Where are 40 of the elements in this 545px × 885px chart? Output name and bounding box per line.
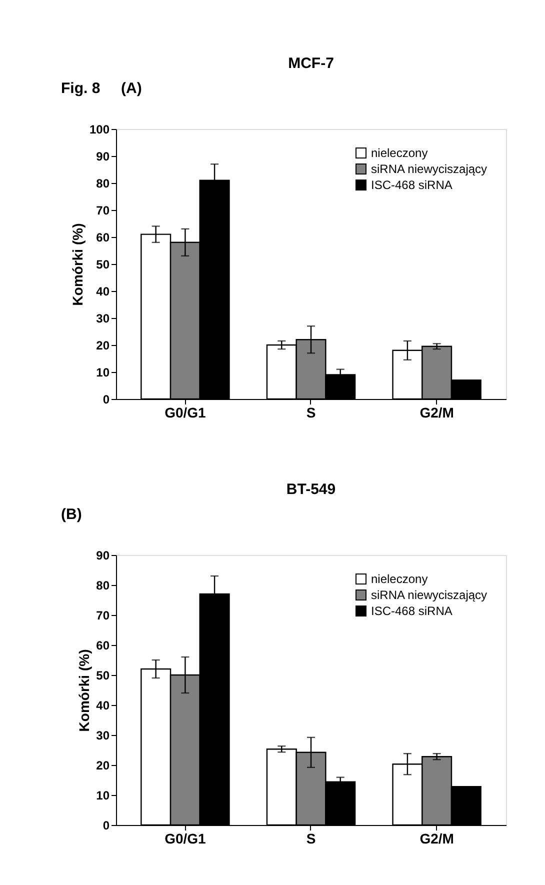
caption: Fig. 8 [61, 80, 100, 97]
y-tick-label: 90 [96, 150, 110, 164]
text: (A) [121, 80, 142, 97]
x-tick-label: G0/G1 [164, 404, 206, 420]
y-tick-label: 10 [96, 366, 110, 380]
y-tick-label: 30 [96, 312, 110, 326]
y-tick-label: 90 [96, 548, 110, 562]
y-tick-label: 20 [96, 758, 110, 772]
x-tick-label: G2/M [420, 830, 454, 846]
y-tick-label: 40 [96, 698, 110, 712]
y-tick-label: 50 [96, 258, 110, 272]
y-tick-label: 100 [89, 122, 110, 136]
text: (B) [61, 506, 82, 523]
y-tick-label: 20 [96, 338, 110, 352]
y-tick-label: 0 [102, 818, 110, 832]
legend-label: nieleczony [371, 146, 428, 160]
x-tick-label: S [306, 830, 316, 846]
x-tick-label: S [306, 404, 316, 420]
y-tick-label: 40 [96, 284, 110, 298]
y-tick-label: 80 [96, 578, 110, 592]
legend-label: siRNA niewyciszający [371, 588, 488, 602]
y-tick-label: 30 [96, 728, 110, 742]
y-tick-label: 10 [96, 788, 110, 802]
y-tick-label: 80 [96, 176, 110, 190]
legend-label: siRNA niewyciszający [371, 162, 488, 176]
x-tick-label: G2/M [420, 404, 454, 420]
legend-label: nieleczony [371, 572, 428, 586]
y-tick-label: 70 [96, 204, 110, 218]
y-tick-label: 70 [96, 608, 110, 622]
y-tick-label: 60 [96, 230, 110, 244]
y-tick-label: 0 [102, 392, 110, 406]
legend-label: ISC-468 siRNA [371, 178, 452, 192]
y-axis-title: Komórki (%) [76, 649, 92, 732]
chart-title: MCF-7 [288, 55, 334, 72]
chart-title: BT-549 [286, 481, 336, 498]
x-tick-label: G0/G1 [164, 830, 206, 846]
legend-label: ISC-468 siRNA [371, 604, 452, 618]
y-tick-label: 50 [96, 668, 110, 682]
y-axis-title: Komórki (%) [69, 223, 86, 306]
y-tick-label: 60 [96, 638, 110, 652]
